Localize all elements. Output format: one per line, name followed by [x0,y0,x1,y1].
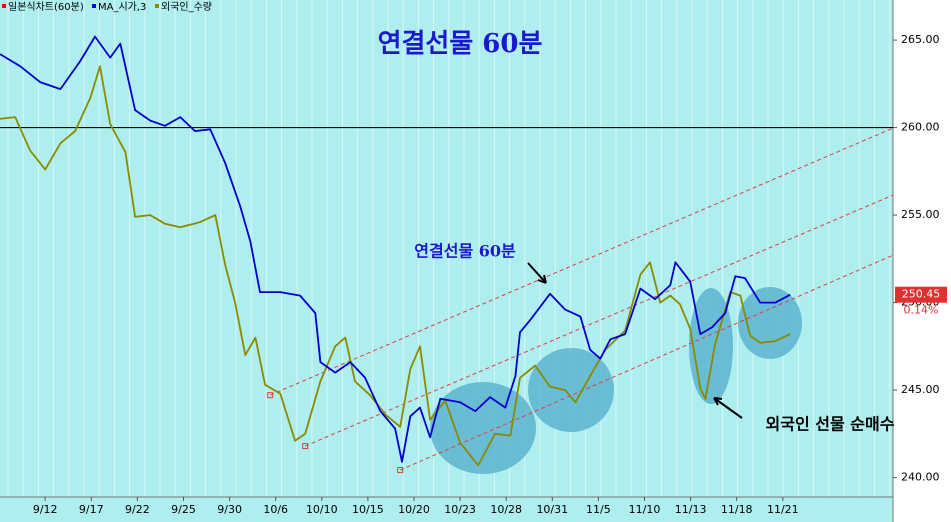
trend-anchor [397,467,404,474]
x-tick-label: 9/12 [33,503,58,516]
y-tick-label: 260.00 [901,121,940,134]
change-label: 0.14% [904,304,939,317]
plot-layer: 9/12 9/17 9/22 9/25 9/30 10/6 10/10 10/15 10/20 1… [0,33,947,516]
trend-line [269,127,894,396]
x-tick-label: 11/21 [767,503,799,516]
x-tick-label: 10/31 [536,503,568,516]
trend-anchor [302,443,309,450]
x-tick-label: 9/25 [171,503,196,516]
legend-swatch [92,4,96,8]
x-tick-label: 10/6 [263,503,288,516]
x-tick-label: 11/5 [586,503,611,516]
y-tick-label: 265.00 [901,33,940,46]
x-tick-label: 10/20 [398,503,430,516]
legend-swatch [2,4,6,8]
legend-swatch [155,4,159,8]
annotation: 연결선물 60분 [414,242,516,261]
trend-line [399,254,894,471]
chart-title: 연결선물 60분 [378,29,543,59]
series-line [0,65,791,467]
last-price-label: 250.45 [902,288,941,301]
axis-background [893,0,951,522]
legend-label: MA_시가,3 [98,1,146,13]
legend-label: 일본식차트(60분) [8,1,84,13]
series-line [0,35,791,463]
x-tick-label: 9/17 [79,503,104,516]
x-tick-label: 9/22 [125,503,150,516]
x-tick-label: 10/23 [444,503,476,516]
y-tick-label: 255.00 [901,208,940,221]
trend-anchor [267,392,274,399]
legend: 일본식차트(60분) MA_시가,3 외국인_수량 [2,1,212,13]
annotation: 외국인 선물 순매수 [766,415,895,434]
y-tick-label: 240.00 [901,471,940,484]
highlight-ellipse [738,287,802,359]
highlight-ellipse [528,348,614,432]
x-tick-label: 11/13 [675,503,707,516]
legend-label: 외국인_수량 [161,1,212,13]
x-tick-label: 10/15 [352,503,384,516]
highlight-ellipse [430,382,536,474]
annotation-arrow [527,262,547,284]
x-tick-label: 10/10 [306,503,338,516]
trend-line [305,194,894,447]
last-price-box [895,286,947,303]
x-tick-label: 10/28 [490,503,522,516]
x-tick-label: 11/18 [721,503,753,516]
x-tick-label: 11/10 [629,503,661,516]
annotation-arrow [713,397,743,419]
x-tick-label: 9/30 [217,503,242,516]
y-tick-label: 245.00 [901,383,940,396]
